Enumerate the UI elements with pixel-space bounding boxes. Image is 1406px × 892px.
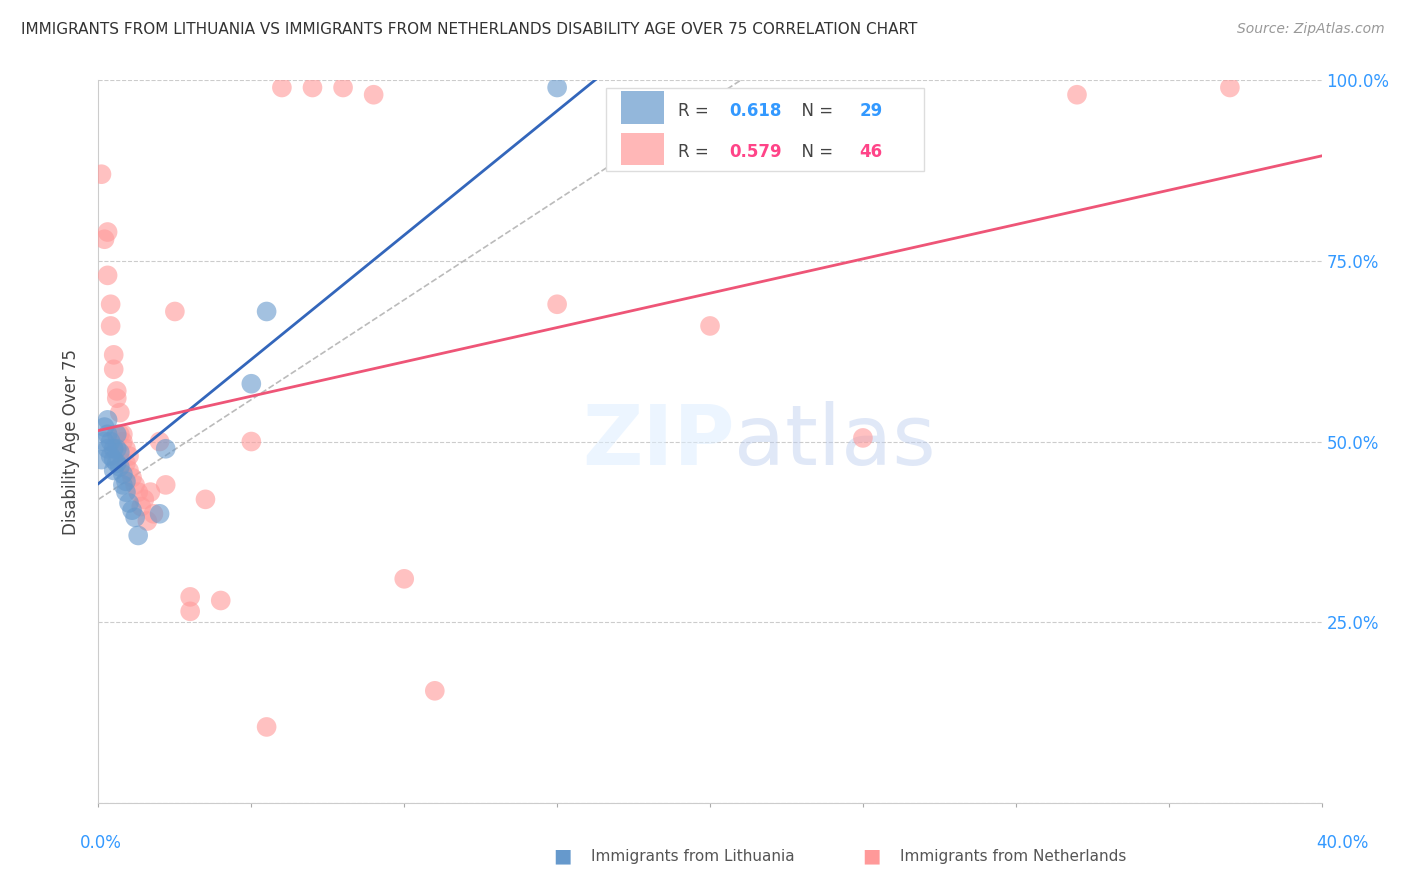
Text: 0.618: 0.618 bbox=[730, 102, 782, 120]
Point bbox=[363, 87, 385, 102]
Point bbox=[301, 80, 323, 95]
Text: IMMIGRANTS FROM LITHUANIA VS IMMIGRANTS FROM NETHERLANDS DISABILITY AGE OVER 75 : IMMIGRANTS FROM LITHUANIA VS IMMIGRANTS … bbox=[21, 22, 918, 37]
Point bbox=[105, 427, 128, 442]
Point bbox=[699, 318, 721, 333]
Point bbox=[108, 445, 131, 459]
FancyBboxPatch shape bbox=[620, 91, 664, 124]
Point bbox=[93, 420, 115, 434]
Text: 46: 46 bbox=[859, 144, 883, 161]
Text: 29: 29 bbox=[859, 102, 883, 120]
Point bbox=[240, 434, 263, 449]
Point bbox=[118, 449, 141, 463]
Point bbox=[163, 304, 186, 318]
Point bbox=[134, 492, 156, 507]
Point bbox=[97, 413, 120, 427]
Point bbox=[111, 427, 134, 442]
Text: 0.0%: 0.0% bbox=[80, 834, 122, 852]
Point bbox=[100, 434, 122, 449]
Point bbox=[105, 391, 128, 405]
Y-axis label: Disability Age Over 75: Disability Age Over 75 bbox=[62, 349, 80, 534]
FancyBboxPatch shape bbox=[620, 133, 664, 165]
Point bbox=[155, 478, 177, 492]
Point bbox=[392, 572, 416, 586]
Point bbox=[149, 507, 172, 521]
Point bbox=[1066, 87, 1088, 102]
Point bbox=[852, 431, 875, 445]
Text: Immigrants from Netherlands: Immigrants from Netherlands bbox=[900, 849, 1126, 863]
Point bbox=[97, 268, 120, 283]
Text: N =: N = bbox=[790, 102, 838, 120]
Point bbox=[332, 80, 354, 95]
Point bbox=[111, 478, 134, 492]
Point bbox=[103, 452, 125, 467]
Point bbox=[97, 225, 120, 239]
Point bbox=[100, 318, 122, 333]
Text: N =: N = bbox=[790, 144, 838, 161]
Text: Immigrants from Lithuania: Immigrants from Lithuania bbox=[591, 849, 794, 863]
Point bbox=[121, 470, 143, 484]
Point bbox=[121, 503, 143, 517]
Point bbox=[108, 427, 131, 442]
Point bbox=[100, 449, 122, 463]
Text: atlas: atlas bbox=[734, 401, 936, 482]
Point bbox=[124, 510, 146, 524]
Point bbox=[209, 593, 232, 607]
Text: 40.0%: 40.0% bbox=[1316, 834, 1369, 852]
Text: 0.579: 0.579 bbox=[730, 144, 782, 161]
Point bbox=[270, 80, 292, 95]
Point bbox=[105, 456, 128, 470]
Point bbox=[127, 528, 149, 542]
Text: Source: ZipAtlas.com: Source: ZipAtlas.com bbox=[1237, 22, 1385, 37]
Point bbox=[90, 167, 112, 181]
Point bbox=[103, 362, 125, 376]
Point bbox=[129, 500, 152, 514]
Point bbox=[90, 452, 112, 467]
Point bbox=[256, 304, 278, 318]
Point bbox=[108, 459, 131, 474]
Point bbox=[256, 720, 278, 734]
Point bbox=[97, 442, 120, 456]
FancyBboxPatch shape bbox=[606, 87, 924, 170]
Point bbox=[100, 297, 122, 311]
Point bbox=[93, 232, 115, 246]
Point bbox=[118, 463, 141, 477]
Point bbox=[103, 463, 125, 477]
Point bbox=[546, 80, 568, 95]
Point bbox=[118, 496, 141, 510]
Point bbox=[103, 442, 125, 456]
Point bbox=[111, 467, 134, 481]
Point bbox=[155, 442, 177, 456]
Text: ■: ■ bbox=[553, 847, 572, 866]
Point bbox=[115, 485, 138, 500]
Point bbox=[179, 590, 201, 604]
Text: ZIP: ZIP bbox=[582, 401, 734, 482]
Point bbox=[136, 514, 159, 528]
Point bbox=[111, 434, 134, 449]
Point bbox=[127, 485, 149, 500]
Point bbox=[115, 456, 138, 470]
Point bbox=[240, 376, 263, 391]
Point bbox=[149, 434, 172, 449]
Point bbox=[108, 406, 131, 420]
Point bbox=[97, 427, 120, 442]
Text: R =: R = bbox=[678, 102, 714, 120]
Text: ■: ■ bbox=[862, 847, 882, 866]
Point bbox=[93, 434, 115, 449]
Point bbox=[115, 442, 138, 456]
Point bbox=[103, 348, 125, 362]
Point bbox=[124, 478, 146, 492]
Point bbox=[105, 384, 128, 398]
Point bbox=[1219, 80, 1241, 95]
Point bbox=[423, 683, 446, 698]
Point bbox=[179, 604, 201, 618]
Text: R =: R = bbox=[678, 144, 714, 161]
Point bbox=[142, 507, 165, 521]
Point bbox=[105, 442, 128, 456]
Point bbox=[194, 492, 217, 507]
Point bbox=[139, 485, 162, 500]
Point bbox=[115, 475, 138, 489]
Point bbox=[546, 297, 568, 311]
